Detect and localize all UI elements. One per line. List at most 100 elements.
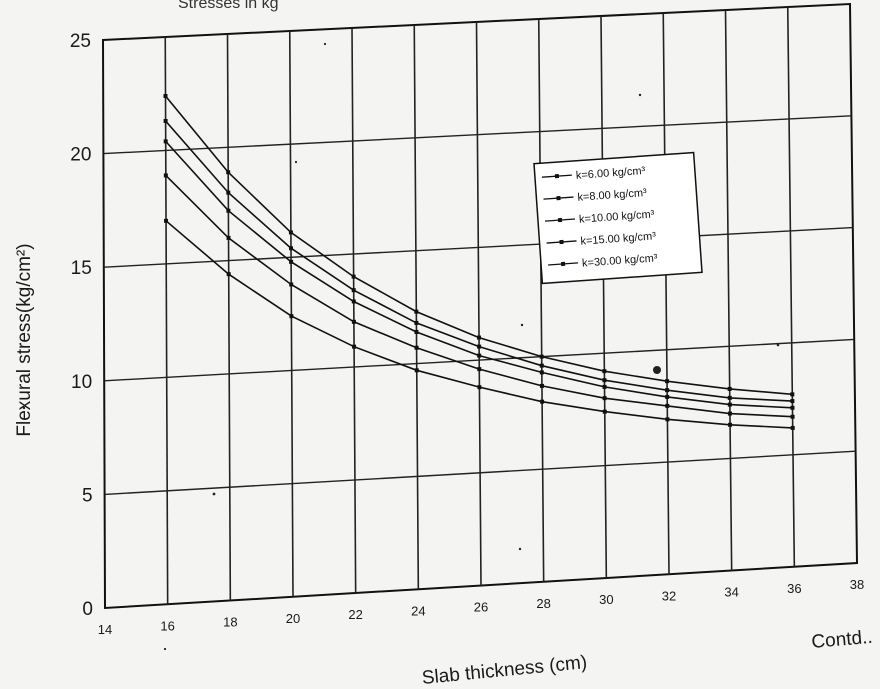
series-point [163,118,168,123]
scan-speck [163,647,167,651]
y-tick-label: 15 [71,258,92,279]
series-point [163,139,168,144]
y-tick-label: 0 [82,599,93,620]
series-point [226,190,231,195]
y-tick-label: 5 [82,485,93,506]
series-point [602,378,607,383]
series-point [351,319,356,324]
vgrid-line [351,27,357,594]
series-point [288,246,293,251]
legend-item: k=8.00 kg/cm³ [543,187,647,204]
scan-speck [212,492,216,496]
series-point [414,329,419,334]
x-tick-label: 28 [536,596,550,611]
x-tick-label: 30 [599,592,613,607]
x-tick-label: 24 [411,603,425,618]
legend-marker [560,261,566,267]
series-point [226,170,231,175]
vgrid-line [288,30,294,597]
hgrid-line [104,450,856,496]
x-tick-label: 32 [662,588,676,603]
vgrid-line [164,36,169,605]
series-point [602,409,607,414]
legend-marker [556,195,561,201]
series-point [351,299,356,304]
series-point [727,402,732,407]
legend: k=6.00 kg/cm³ k=8.00 kg/cm³ k=10.00 kg/cm³… [533,151,703,285]
series-point [226,272,231,277]
series-point [539,370,544,375]
series-point [790,399,795,404]
legend-label: k=6.00 kg/cm³ [576,165,646,182]
legend-box [533,151,703,285]
legend-label: k=10.00 kg/cm³ [579,208,655,225]
series-point [790,405,795,410]
series-5 [164,218,795,430]
series-point [226,235,231,240]
series-point [602,369,607,374]
grid [103,6,856,605]
x-tick-label: 18 [223,615,237,630]
series-point [539,363,544,368]
x-tick-label: 26 [474,600,488,615]
series-point [539,383,544,388]
series-point [790,392,795,397]
series-point [665,403,670,408]
series-point [540,399,545,404]
legend-marker [559,239,564,245]
series-layer [22,42,795,651]
tick-labels: 14 16 18 20 22 24 26 28 30 32 34 36 38 0 5 10 15 20 25 [70,31,864,637]
header-fragment: Stresses in kg [178,0,278,12]
series-point [727,386,732,391]
scan-speck [776,343,780,347]
scan-speck [638,93,642,97]
series-1 [163,93,795,397]
scan-speck [323,42,327,46]
series-point [288,230,293,235]
series-point [727,395,732,400]
scan-speck [520,323,524,327]
series-point [414,320,419,325]
scan-speck [518,547,522,551]
x-tick-label: 22 [348,607,362,622]
series-point [163,93,168,98]
hgrid-line [104,338,855,382]
series-point [665,394,670,399]
series-point [414,368,419,373]
x-tick-label: 16 [160,618,174,633]
vgrid-line [724,9,733,571]
legend-item: k=10.00 kg/cm³ [544,208,655,226]
y-tick-label: 10 [71,372,92,393]
x-tick-label: 20 [286,611,300,626]
series-2 [163,118,795,404]
legend-marker [557,217,563,223]
series-point [477,344,482,349]
scan-speck [22,406,26,410]
scan-speck [294,160,298,164]
series-point [289,314,294,319]
series-point [351,274,356,279]
series-point [164,218,169,223]
series-point [289,282,294,287]
series-point [665,379,670,384]
series-point [790,425,795,430]
vgrid-line [786,6,796,567]
legend-marker [554,174,560,179]
x-tick-label: 38 [850,577,864,592]
series-point [477,335,482,340]
legend-label: k=30.00 kg/cm³ [582,252,658,269]
series-point [163,173,168,178]
series-point [414,309,419,314]
vgrid-line [537,18,545,582]
series-point [539,354,544,359]
series-point [790,414,795,419]
series-point [727,411,732,416]
vgrid-line [226,33,232,601]
series-point [352,344,357,349]
contd-note: Contd.. [811,627,874,653]
vgrid-line [413,24,420,590]
series-point [602,396,607,401]
series-3 [163,139,795,410]
series-point [602,384,607,389]
